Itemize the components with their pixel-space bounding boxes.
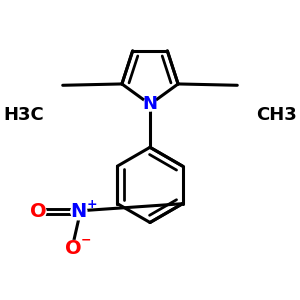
Circle shape	[143, 98, 157, 111]
Circle shape	[71, 204, 87, 220]
Text: O: O	[30, 202, 47, 221]
Text: −: −	[80, 233, 91, 247]
Circle shape	[31, 204, 46, 219]
Text: CH3: CH3	[256, 106, 297, 124]
Text: +: +	[86, 198, 97, 211]
Text: H3C: H3C	[3, 106, 44, 124]
Text: N: N	[71, 202, 87, 221]
Text: N: N	[142, 95, 158, 113]
Circle shape	[66, 241, 81, 256]
Text: O: O	[65, 238, 82, 257]
